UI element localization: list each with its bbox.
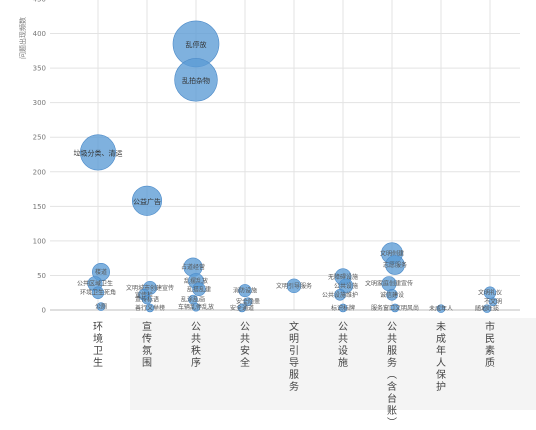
bubble-label: 垃圾分类、清运 [74,148,123,157]
bubble [238,284,252,298]
category-label: 公共安全 [240,322,250,369]
bubble [142,294,152,305]
bubble [131,185,163,216]
bubble-label: 文明礼仪 [478,289,502,297]
bubble [338,278,354,294]
y-tick-label: 450 [33,0,46,4]
bubble-label: 标识标牌 [331,304,355,312]
bubble [334,288,346,301]
bubble-label: 安全隐患 [236,298,260,306]
category-label: 市民素质 [485,320,495,369]
bubble-label: 乱摆乱放 [184,277,208,285]
bubble-label: 无障碍设施 [328,273,358,281]
bubble [385,255,405,275]
bubble [145,303,155,313]
bubble [191,302,201,312]
bubble-label: 公共设施维护 [322,291,358,299]
y-tick-label: 250 [33,134,46,142]
bubble-label: 占道经营 [181,263,205,271]
bubble-label: 公共设施 [334,282,358,290]
bubble-label: 车辆乱停乱放 [178,303,214,311]
bubble-label: 服务窗口文明风尚 [371,304,419,312]
category-label: 未成年人保护 [436,321,446,393]
bubble [237,303,247,313]
category-labels: 环境卫生 宣传氛围 公共秩序 公共安全 文明引导服务 公共设施 公共服务︵含台账︶ 未成年人保… [93,320,495,429]
bubble-label: 善行义举榜 [135,304,165,312]
bubble-label: 诚信建设 [380,291,404,299]
category-label: 公共设施 [338,322,348,369]
bubble [386,288,398,301]
category-label: 环境卫生 [93,322,103,369]
y-ticks: 0 50 100 150 200 250 300 350 400 450 [33,0,46,315]
bubble [80,134,116,171]
bubble [488,297,498,307]
bubble-label: 消防设施 [233,287,257,295]
y-tick-label: 300 [33,99,46,107]
category-label: 公共秩序 [191,322,201,369]
bubble-label: 公益广告 [133,197,161,206]
bubble-label: 文明创建 [380,249,404,257]
bubble [174,58,218,102]
bubble-label: 公厕 [95,304,107,311]
y-tick-label: 50 [37,272,46,280]
bubble-label: 乱拍杂物 [182,76,210,85]
bubble [482,304,492,313]
bubble-label: 未成年人 [429,305,453,313]
category-label: 宣传氛围 [142,320,152,369]
bubble-label: 宣传栏 [135,291,153,299]
plot-shade [130,318,536,410]
bubble-label: 安全通道 [230,304,254,312]
bubble-label: 乱搭乱建 [187,285,211,293]
y-tick-label: 200 [33,168,46,176]
bubble [243,297,253,307]
bubble-label: 环境卫生死角 [80,289,116,297]
bubble-label: 楼道 [95,268,107,276]
category-label: 文明引导服务 [289,320,299,393]
y-tick-label: 150 [33,203,46,211]
bubble [91,286,105,299]
y-tick-label: 350 [33,65,46,73]
bubble [96,302,106,311]
bubble-label: 文明城市创建宣传 [126,284,174,292]
bubble [436,304,446,313]
y-tick-label: 400 [33,30,46,38]
bubble-label: 乱停放 [186,40,207,49]
bubble-label: 文明引导服务 [276,282,312,290]
bubble [192,282,206,296]
y-tick-label: 100 [33,237,46,245]
bubble [390,303,400,313]
bubble-label: 公共区域卫生 [77,280,113,288]
y-axis-label: 问题出现频数 [18,17,27,59]
bubble-label: 宣传标语 [135,296,159,304]
bubble [286,278,302,294]
category-label: 公共服务︵含台账︶ [387,322,397,429]
bubble-label: 随地吐痰 [475,305,499,313]
bubble-label: 不文明 [484,298,502,306]
bubble-label: 文明家庭创建宣传 [365,280,413,288]
bubble [338,303,348,313]
bubble-label: 乱涂乱画 [181,296,205,304]
y-tick-label: 0 [42,307,46,315]
bubble-label: 志愿服务 [383,261,407,269]
